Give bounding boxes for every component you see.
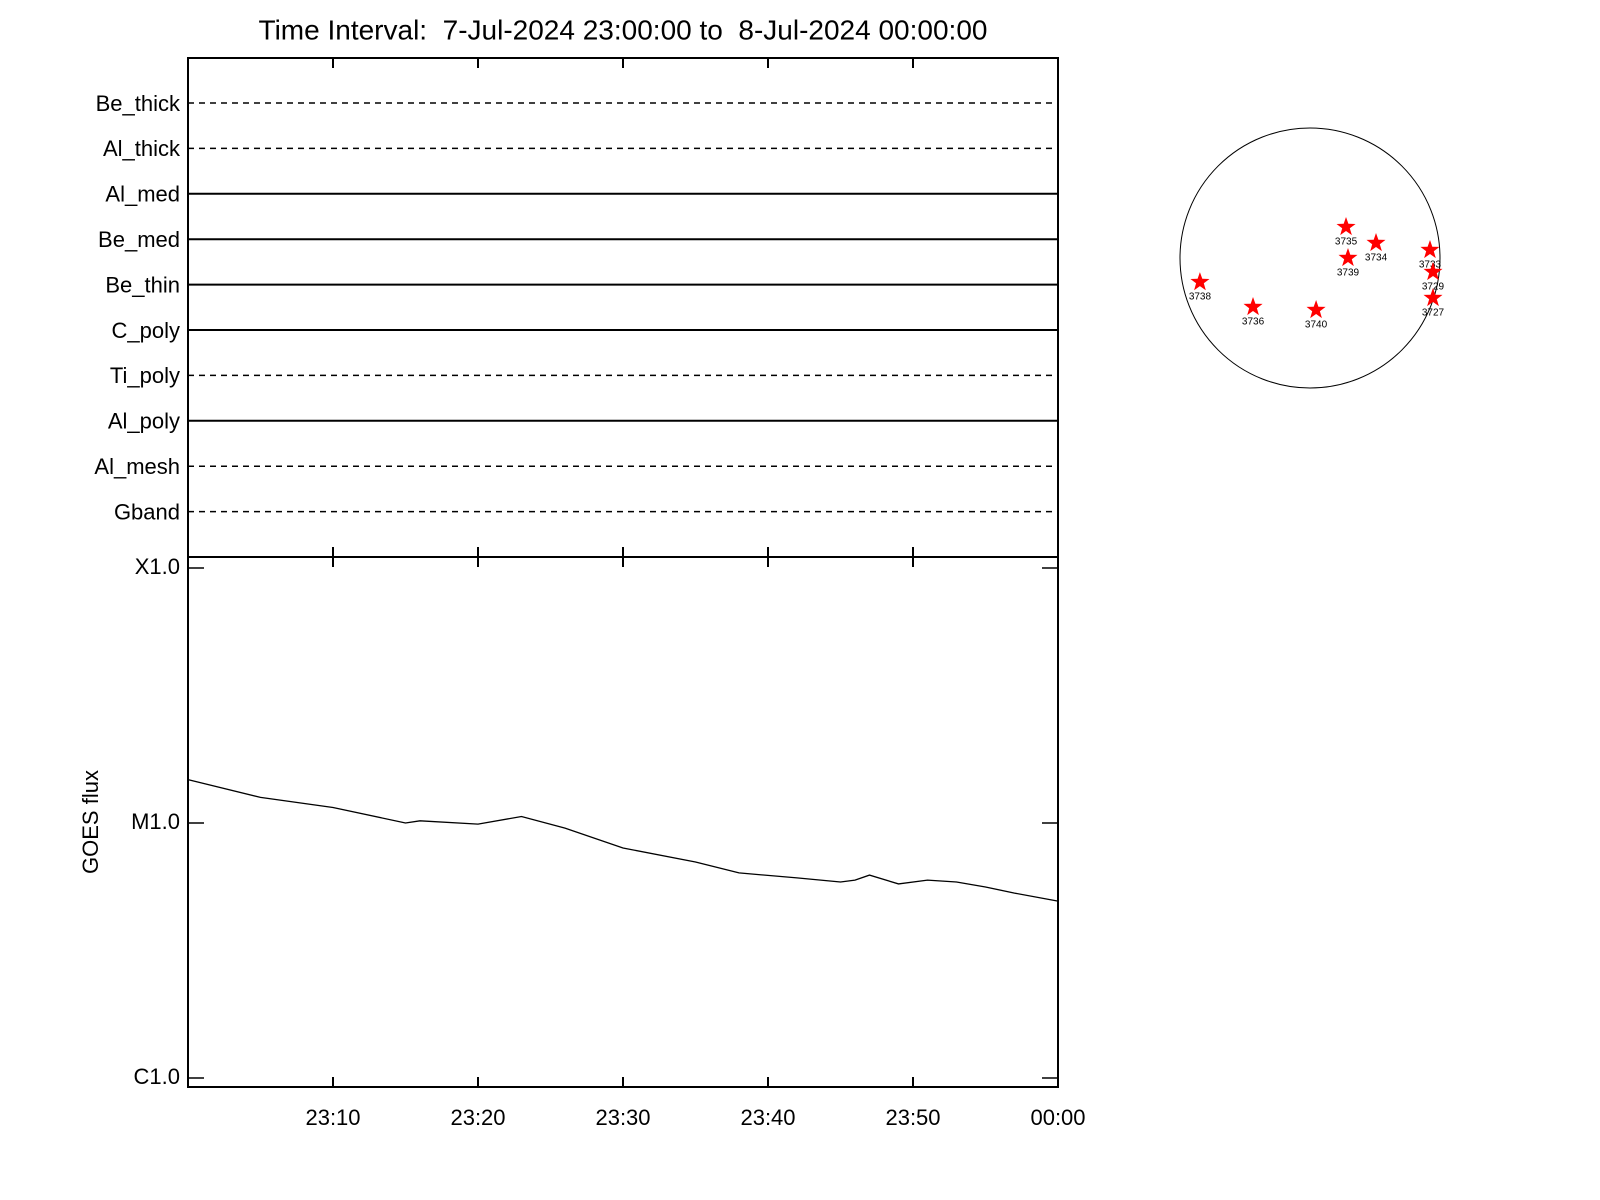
filter-label: Be_thin: [105, 272, 180, 297]
active-region-label: 3727: [1422, 308, 1445, 319]
filter-label: Be_thick: [96, 91, 181, 116]
x-tick-label: 23:20: [450, 1105, 505, 1130]
x-tick-label: 23:30: [595, 1105, 650, 1130]
goes-flux-line: [187, 778, 1059, 902]
active-region-marker: [1423, 288, 1443, 307]
active-region-label: 3740: [1305, 320, 1328, 331]
active-region-label: 3729: [1422, 282, 1445, 293]
active-region-label: 3734: [1365, 253, 1388, 264]
active-region-label: 3738: [1189, 292, 1212, 303]
active-region-marker: [1338, 248, 1358, 267]
x-tick-label: 23:40: [740, 1105, 795, 1130]
x-tick-label: 23:10: [305, 1105, 360, 1130]
active-region-marker: [1420, 240, 1440, 259]
active-region-marker: [1190, 272, 1210, 291]
active-region-label: 3733: [1419, 260, 1442, 271]
y-tick-label: C1.0: [134, 1064, 180, 1089]
x-tick-label: 00:00: [1030, 1105, 1085, 1130]
active-region-marker: [1306, 300, 1326, 319]
active-region-label: 3739: [1337, 268, 1360, 279]
y-axis-label: GOES flux: [78, 770, 103, 874]
filter-label: Be_med: [98, 227, 180, 252]
filter-label: Al_med: [105, 182, 180, 207]
filter-label: Ti_poly: [110, 363, 180, 388]
active-region-label: 3736: [1242, 317, 1265, 328]
filter-label: Al_thick: [103, 136, 181, 161]
active-region-label: 3735: [1335, 237, 1358, 248]
filter-label: Gband: [114, 499, 180, 524]
x-tick-label: 23:50: [885, 1105, 940, 1130]
filter-label: Al_poly: [108, 409, 180, 434]
active-region-marker: [1423, 262, 1443, 281]
solar-disk: [1179, 127, 1441, 389]
y-tick-label: X1.0: [135, 554, 180, 579]
filter-label: Al_mesh: [94, 454, 180, 479]
active-region-marker: [1336, 217, 1356, 236]
active-region-marker: [1243, 297, 1263, 316]
active-region-marker: [1366, 233, 1386, 252]
y-tick-label: M1.0: [131, 809, 180, 834]
chart-title: Time Interval: 7-Jul-2024 23:00:00 to 8-…: [259, 14, 988, 45]
filter-label: C_poly: [112, 318, 180, 343]
